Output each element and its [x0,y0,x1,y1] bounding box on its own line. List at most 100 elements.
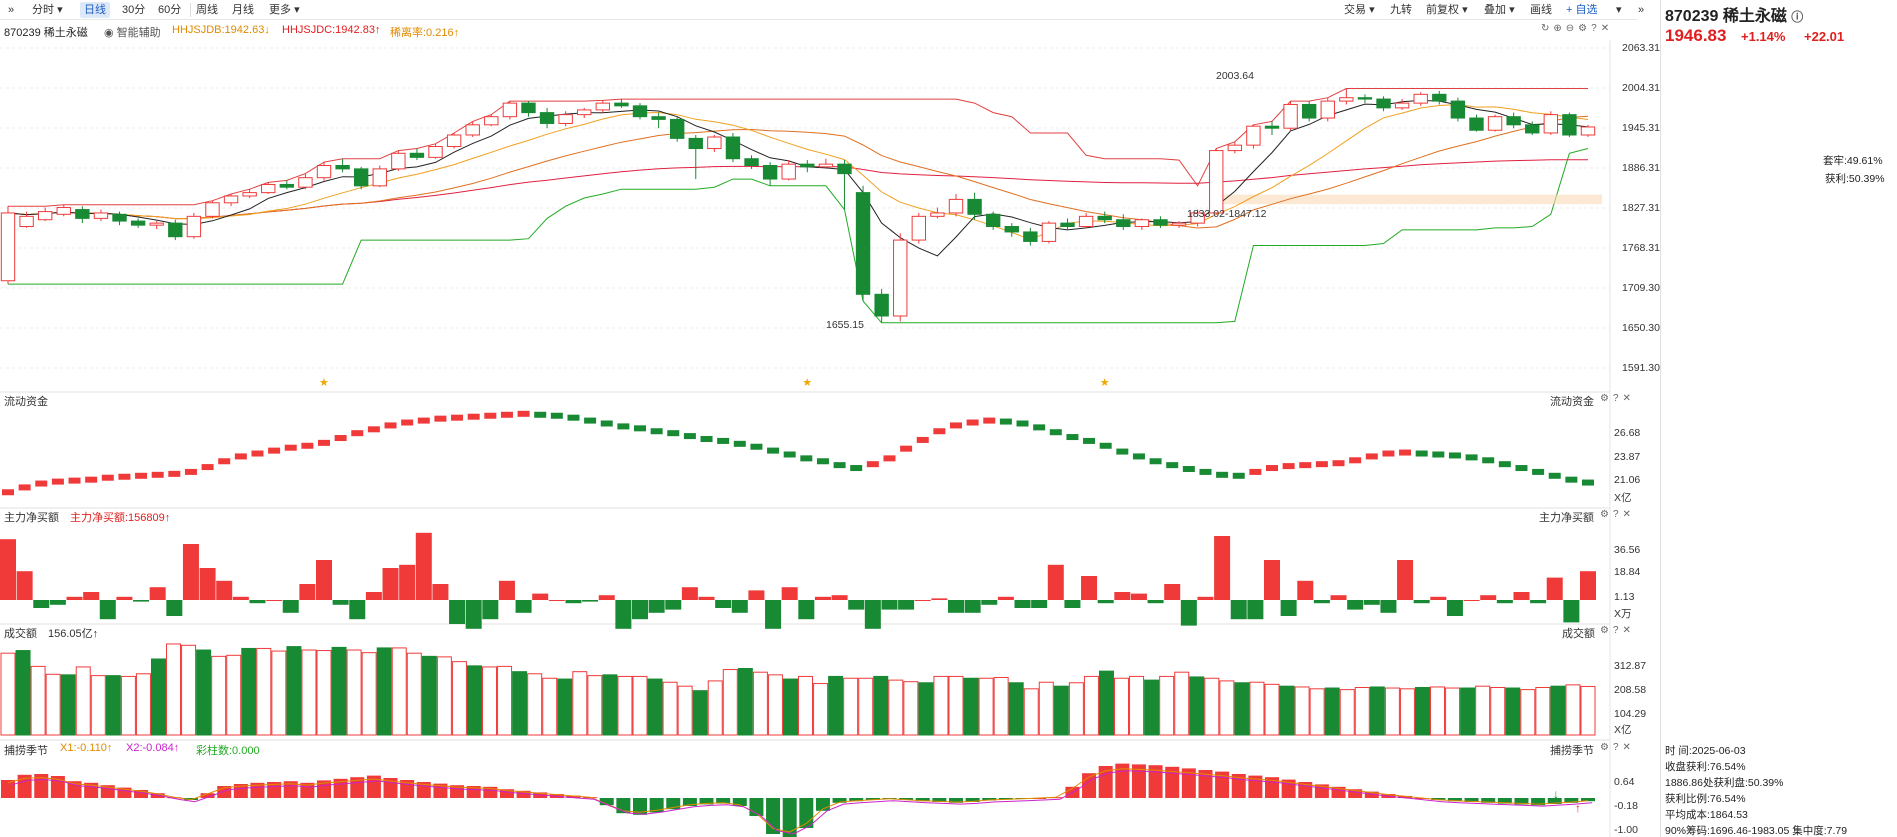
help-icon[interactable]: ? [1612,742,1623,753]
main-flow-bar [1347,600,1364,610]
main-flow-bar [898,600,915,610]
tab-30min[interactable]: 30分 [122,4,146,16]
help-icon[interactable]: ? [1612,393,1623,404]
candle-body [837,163,852,175]
season-bar [233,784,248,798]
season-axis-tick: -0.18 [1614,800,1638,812]
season-bar [1198,770,1213,798]
candle-body [316,164,332,179]
zoom-in-icon[interactable]: ⊕ [1553,23,1566,34]
main-flow-bar [1313,600,1330,604]
stat-date: 时 间:2025-06-03 [1665,745,1746,757]
help-icon[interactable]: ? [1612,625,1623,636]
fund-panel-controls[interactable]: ⚙?✕ [1600,393,1635,404]
settings-icon[interactable]: ⚙ [1578,23,1592,34]
fund-bar [500,411,513,418]
tab-weekly[interactable]: 周线 [196,4,218,16]
fund-bar [717,437,730,444]
volume-bar [1414,687,1430,736]
close-icon[interactable]: ✕ [1622,509,1635,520]
overlay-menu[interactable]: 叠加 ▾ [1480,2,1519,18]
main-flow-bar [881,600,898,610]
adjust-menu[interactable]: 前复权 ▾ [1422,2,1472,18]
fund-bar [866,461,879,468]
settings-icon[interactable]: ⚙ [1600,625,1613,636]
candle-body [205,202,220,217]
volume-bar [888,679,904,736]
main-flow-axis-tick: 1.13 [1614,591,1635,603]
settings-icon[interactable]: ⚙ [1600,393,1613,404]
tab-60min[interactable]: 60分 [158,4,182,16]
nine-turn-button[interactable]: 九转 [1390,4,1412,16]
season-x2-value: X2:-0.084↑ [126,742,180,754]
main-flow-bar [615,600,632,629]
stock-change-pct: +1.14% [1741,29,1786,44]
trade-menu[interactable]: 交易 ▾ [1340,2,1379,18]
candle-body [1525,124,1540,134]
main-flow-bar [0,539,16,600]
fund-bar [1315,461,1328,468]
refresh-icon[interactable]: ↻ [1541,23,1554,34]
info-icon[interactable]: ⓘ [1791,10,1804,24]
season-bar [1,780,15,798]
main-flow-bar [765,600,782,629]
close-icon[interactable]: ✕ [1622,393,1635,404]
season-bar [1547,798,1562,804]
close-icon[interactable]: ✕ [1622,742,1635,753]
settings-icon[interactable]: ⚙ [1600,742,1613,753]
smart-assist-toggle[interactable]: ◉ 智能辅助 [104,24,161,40]
help-icon[interactable]: ? [1612,509,1623,520]
fund-bar [1482,457,1495,464]
zoom-out-icon[interactable]: ⊖ [1565,23,1579,34]
candle-body [409,152,425,158]
chevron-down-icon[interactable]: ▾ [1616,4,1622,16]
volume-panel-controls[interactable]: ⚙?✕ [1600,625,1635,636]
help-icon[interactable]: ? [1591,23,1601,34]
volume-bar [662,681,678,736]
draw-line-button[interactable]: 画线 [1530,4,1552,16]
stock-code-name: 870239 稀土永磁 [4,27,88,39]
fund-bar [966,419,979,426]
collapse-right-icon[interactable]: » [1638,4,1645,16]
season-bar [1514,798,1529,805]
add-watchlist-button[interactable]: + 自选 [1566,4,1598,16]
settings-icon[interactable]: ⚙ [1600,509,1613,520]
volume-bar [451,661,467,736]
expand-left-icon[interactable]: » [8,4,15,16]
main-flow-bar [1230,600,1247,620]
main-flow-bar [1114,592,1131,600]
fund-bar [318,439,330,446]
tab-monthly[interactable]: 月线 [232,4,254,16]
candle-body [1394,102,1410,109]
close-icon[interactable]: ✕ [1600,23,1614,34]
fund-bar [1498,461,1511,468]
season-panel-controls[interactable]: ⚙?✕ [1600,742,1635,753]
volume-bar [406,652,422,736]
candle-body [800,163,815,168]
main-flow-panel-controls[interactable]: ⚙?✕ [1600,509,1635,520]
close-icon[interactable]: ✕ [1622,625,1635,636]
main-flow-bar [316,560,332,600]
volume-bar [421,655,437,736]
tab-intraday[interactable]: 分时 ▾ [28,2,67,18]
tab-daily[interactable]: 日线 [80,2,110,18]
main-flow-bar [49,600,66,605]
season-bar [1331,786,1346,798]
main-flow-bar [632,600,648,620]
fund-bar [1299,462,1312,469]
fund-bar [617,423,630,430]
season-bar [666,798,681,810]
high-price-label: 2003.64 [1216,70,1254,82]
season-x1-value: X1:-0.110↑ [60,742,113,754]
fund-bar [933,428,946,435]
main-flow-bar [415,532,432,600]
main-flow-bar [133,600,150,602]
volume-bar [632,675,648,736]
fund-bar [1216,471,1229,478]
chart-controls[interactable]: ↻⊕⊖⚙?✕ [1541,23,1613,34]
more-menu[interactable]: 更多 ▾ [265,2,304,18]
up-arrow-icon: ↑ [1575,801,1581,815]
season-bar [1165,766,1180,798]
fund-bar [534,411,547,418]
